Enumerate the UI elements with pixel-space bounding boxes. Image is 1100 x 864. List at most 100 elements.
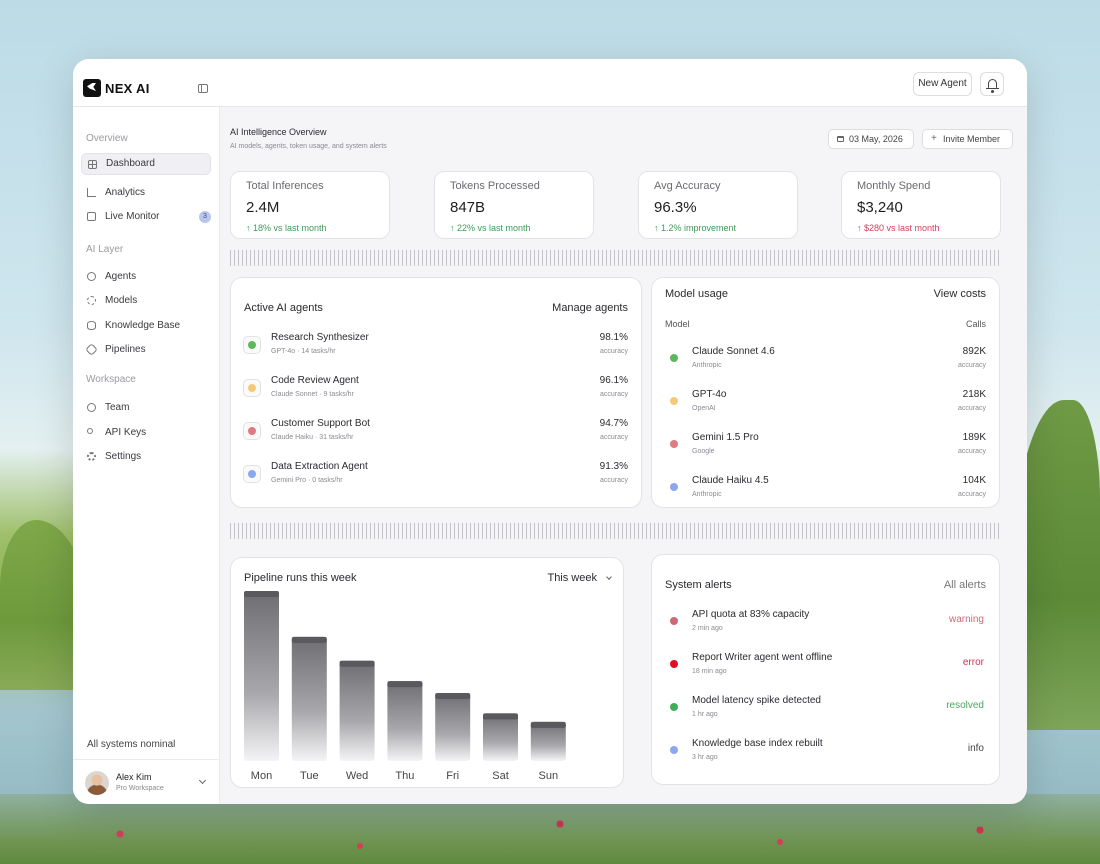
- divider-ticks: [230, 250, 1000, 266]
- table-row[interactable]: Claude Haiku 4.5 Anthropic 104K accuracy: [652, 475, 999, 511]
- agent-meta: Claude Haiku · 31 tasks/hr: [271, 434, 354, 441]
- sidebar-item-models[interactable]: Models: [81, 290, 211, 312]
- agent-status-box: [243, 422, 261, 440]
- pipeline-bar-chart: Mon Tue Wed Thu Fri Sat Sun: [244, 591, 566, 782]
- agent-status-box: [243, 379, 261, 397]
- user-menu[interactable]: Alex Kim Pro Workspace: [73, 759, 220, 804]
- view-costs-link[interactable]: View costs: [933, 288, 986, 300]
- stat-delta: ↑ 18% vs last month: [246, 223, 327, 233]
- sidebar-item-dashboard[interactable]: Dashboard: [81, 153, 211, 175]
- sidebar-item-label: Analytics: [105, 187, 146, 198]
- sidebar-item-live-monitor[interactable]: Live Monitor 3: [81, 206, 211, 228]
- models-icon: [87, 296, 96, 305]
- sidebar-item-label: Knowledge Base: [105, 320, 181, 331]
- pipeline-runs-panel: Pipeline runs this week This week Mon Tue…: [230, 557, 624, 788]
- alert-status: error: [962, 657, 984, 668]
- active-agents-panel: Active AI agents Manage agents Research …: [230, 277, 642, 508]
- agent-accuracy-label: accuracy: [599, 477, 628, 484]
- bar-wed: [339, 660, 375, 761]
- stat-label: Total Inferences: [246, 180, 324, 192]
- model-calls: 189K: [962, 432, 986, 443]
- list-item[interactable]: Customer Support Bot Claude Haiku · 31 t…: [231, 418, 641, 454]
- stat-delta: ↑ 22% vs last month: [450, 223, 531, 233]
- sidebar-item-settings[interactable]: Settings: [81, 446, 211, 468]
- model-name: Gemini 1.5 Pro: [692, 432, 759, 443]
- model-name: GPT-4o: [692, 389, 727, 400]
- monitor-icon: [87, 212, 96, 221]
- sidebar-item-agents[interactable]: Agents: [81, 266, 211, 288]
- sidebar-item-api-keys[interactable]: API Keys: [81, 422, 211, 444]
- stat-value: 847B: [450, 199, 486, 216]
- new-agent-button[interactable]: New Agent: [913, 72, 972, 96]
- stat-value: 96.3%: [654, 199, 697, 216]
- bar-mon: [244, 591, 279, 761]
- agent-meta: Claude Sonnet · 9 tasks/hr: [271, 391, 354, 398]
- dashboard-icon: [88, 160, 97, 169]
- model-name: Claude Sonnet 4.6: [692, 346, 775, 357]
- agent-name: Customer Support Bot: [271, 418, 370, 429]
- list-item[interactable]: Code Review Agent Claude Sonnet · 9 task…: [231, 375, 641, 411]
- model-dot: [670, 397, 678, 405]
- alert-dot: [670, 703, 678, 711]
- bar-cap-thu: [387, 681, 423, 688]
- logo-icon: [83, 79, 101, 97]
- sidebar-item-label: Live Monitor: [105, 211, 160, 222]
- manage-agents-link[interactable]: Manage agents: [552, 302, 628, 314]
- table-row[interactable]: Gemini 1.5 Pro Google 189K accuracy: [652, 432, 999, 468]
- notifications-button[interactable]: [980, 72, 1004, 96]
- model-calls: 892K: [962, 346, 986, 357]
- stat-value: $3,240: [857, 199, 903, 216]
- panel-title: System alerts: [665, 579, 732, 591]
- calendar-icon: [837, 136, 844, 142]
- agent-accuracy-label: accuracy: [599, 348, 628, 355]
- sidebar-section-workspace: Workspace: [86, 374, 136, 385]
- period-select[interactable]: This week: [547, 572, 612, 584]
- list-item[interactable]: Knowledge base index rebuilt 3 hr ago in…: [652, 738, 999, 774]
- list-item[interactable]: API quota at 83% capacity 2 min ago warn…: [652, 609, 999, 645]
- alert-status: resolved: [946, 700, 984, 711]
- list-item[interactable]: Report Writer agent went offline 18 min …: [652, 652, 999, 688]
- model-dot: [670, 354, 678, 362]
- alert-time: 2 min ago: [692, 625, 723, 632]
- stat-delta: ↑ $280 vs last month: [857, 223, 940, 233]
- model-provider: OpenAI: [692, 405, 716, 412]
- x-tick-label: Sun: [539, 770, 559, 782]
- table-row[interactable]: Claude Sonnet 4.6 Anthropic 892K accurac…: [652, 346, 999, 382]
- stat-card-accuracy: Avg Accuracy 96.3% ↑ 1.2% improvement: [638, 171, 798, 239]
- alert-dot: [670, 746, 678, 754]
- status-dot: [248, 470, 256, 478]
- date-picker-button[interactable]: 03 May, 2026: [828, 129, 914, 149]
- sidebar-item-knowledge-base[interactable]: Knowledge Base: [81, 315, 211, 337]
- list-item[interactable]: Research Synthesizer GPT-4o · 14 tasks/h…: [231, 332, 641, 368]
- sidebar-item-label: Team: [105, 402, 130, 413]
- sidebar-section-overview: Overview: [86, 133, 128, 144]
- panel-title: Pipeline runs this week: [244, 572, 357, 584]
- stat-value: 2.4M: [246, 199, 280, 216]
- list-item[interactable]: Data Extraction Agent Gemini Pro · 0 tas…: [231, 461, 641, 497]
- agent-name: Data Extraction Agent: [271, 461, 368, 472]
- sidebar-item-label: Pipelines: [105, 344, 146, 355]
- system-alerts-panel: System alerts All alerts API quota at 83…: [651, 554, 1000, 785]
- key-icon: [87, 428, 93, 434]
- model-usage-panel: Model usage View costs Model Calls Claud…: [651, 277, 1000, 508]
- stat-card-tokens: Tokens Processed 847B ↑ 22% vs last mont…: [434, 171, 594, 239]
- x-tick-label: Fri: [446, 770, 459, 782]
- model-calls-label: accuracy: [957, 448, 986, 455]
- bar-cap-mon: [244, 591, 279, 597]
- agent-accuracy-label: accuracy: [599, 391, 628, 398]
- agent-status-box: [243, 336, 261, 354]
- all-alerts-link[interactable]: All alerts: [943, 579, 986, 591]
- stat-delta: ↑ 1.2% improvement: [654, 223, 737, 233]
- sidebar-item-analytics[interactable]: Analytics: [81, 182, 211, 204]
- list-item[interactable]: Model latency spike detected 1 hr ago re…: [652, 695, 999, 731]
- analytics-icon: [87, 188, 96, 197]
- sidebar-item-team[interactable]: Team: [81, 397, 211, 419]
- invite-member-button[interactable]: + Invite Member: [922, 129, 1013, 149]
- stat-label: Avg Accuracy: [654, 180, 721, 192]
- bell-icon: [986, 79, 999, 93]
- sidebar-item-pipelines[interactable]: Pipelines: [81, 339, 211, 361]
- gear-icon: [87, 452, 96, 461]
- sidebar-toggle-icon[interactable]: [198, 84, 208, 93]
- column-header-calls: Calls: [965, 319, 986, 329]
- table-row[interactable]: GPT-4o OpenAI 218K accuracy: [652, 389, 999, 425]
